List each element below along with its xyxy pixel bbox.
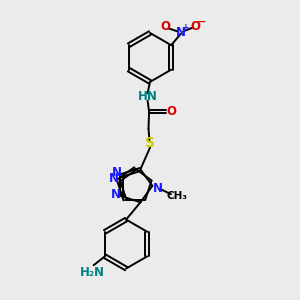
Text: CH₃: CH₃ bbox=[167, 191, 188, 201]
Text: −: − bbox=[196, 17, 206, 27]
Text: O: O bbox=[167, 105, 177, 118]
Text: H₂N: H₂N bbox=[80, 266, 105, 279]
Text: O: O bbox=[160, 20, 170, 34]
Text: N: N bbox=[111, 188, 121, 201]
Text: HN: HN bbox=[138, 90, 158, 103]
Text: S: S bbox=[145, 136, 155, 150]
Text: N: N bbox=[152, 182, 163, 195]
Text: N: N bbox=[112, 166, 122, 178]
Text: +: + bbox=[182, 23, 190, 32]
Text: N: N bbox=[109, 172, 119, 184]
Text: O: O bbox=[190, 20, 200, 33]
Text: N: N bbox=[176, 26, 186, 39]
